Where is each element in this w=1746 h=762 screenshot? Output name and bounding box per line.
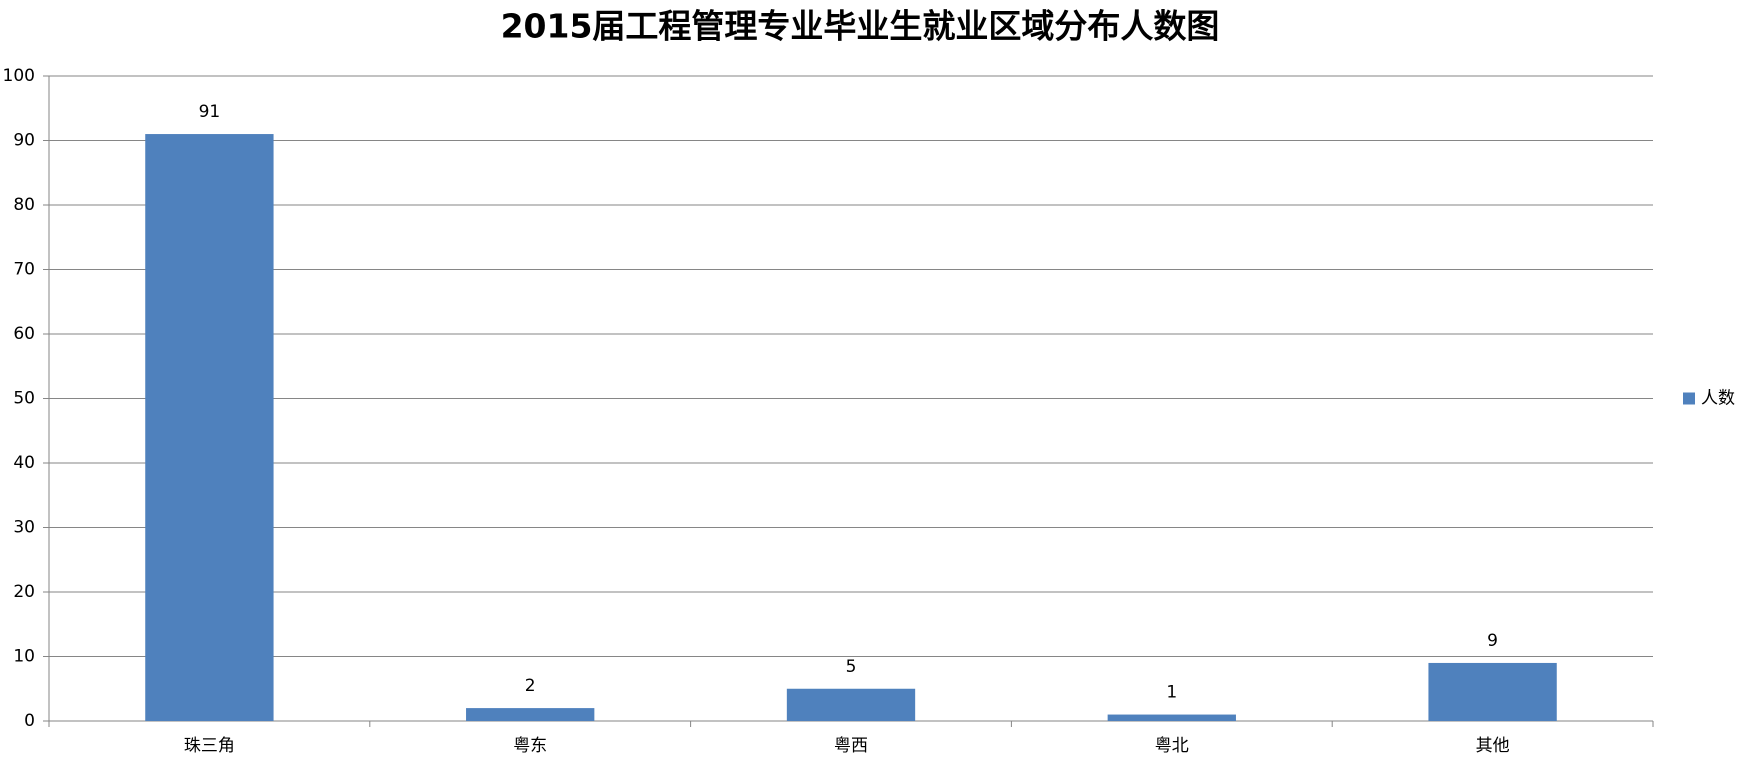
y-tick-label: 0 xyxy=(24,711,35,731)
bar xyxy=(786,688,916,721)
data-label: 2 xyxy=(525,676,536,696)
y-tick-label: 50 xyxy=(13,389,35,409)
bar xyxy=(145,134,274,722)
chart-title: 2015届工程管理专业毕业生就业区域分布人数图 xyxy=(501,7,1220,46)
bar xyxy=(466,708,595,721)
y-tick-label: 100 xyxy=(3,66,35,86)
data-label: 91 xyxy=(199,102,221,122)
y-tick-label: 20 xyxy=(13,582,35,602)
y-tick-label: 80 xyxy=(13,195,35,215)
bar xyxy=(1107,714,1236,721)
bar xyxy=(1428,662,1557,721)
y-tick-label: 10 xyxy=(13,647,35,667)
x-tick-label: 粤东 xyxy=(513,736,547,756)
y-tick-label: 90 xyxy=(13,131,35,151)
data-label: 5 xyxy=(846,657,857,677)
data-label: 1 xyxy=(1166,683,1177,703)
legend-swatch xyxy=(1683,392,1695,405)
x-tick-label: 其他 xyxy=(1476,736,1510,756)
y-tick-label: 70 xyxy=(13,260,35,280)
y-tick-label: 40 xyxy=(13,453,35,473)
x-tick-label: 珠三角 xyxy=(184,736,235,756)
legend-label: 人数 xyxy=(1701,389,1735,409)
y-tick-label: 60 xyxy=(13,324,35,344)
y-tick-label: 30 xyxy=(13,518,35,538)
data-label: 9 xyxy=(1487,631,1498,651)
x-tick-label: 粤西 xyxy=(834,736,868,756)
x-tick-label: 粤北 xyxy=(1155,736,1189,756)
